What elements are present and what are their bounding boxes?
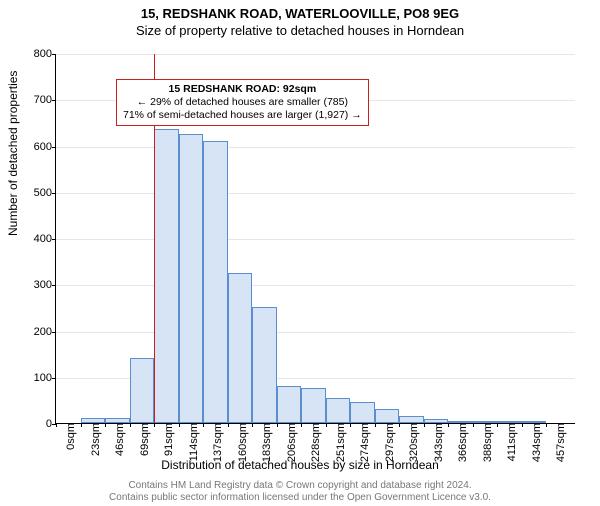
xtick-label: 228sqm bbox=[304, 423, 322, 462]
ytick-label: 400 bbox=[34, 233, 56, 245]
gridline bbox=[56, 332, 575, 333]
callout-line-1: 15 REDSHANK ROAD: 92sqm bbox=[123, 83, 362, 96]
page-title: 15, REDSHANK ROAD, WATERLOOVILLE, PO8 9E… bbox=[0, 6, 600, 21]
xtick-label: 137sqm bbox=[206, 423, 224, 462]
xtick-mark bbox=[130, 423, 131, 427]
ytick-label: 0 bbox=[46, 418, 56, 430]
xtick-label: 411sqm bbox=[500, 423, 518, 461]
histogram-bar bbox=[277, 386, 302, 423]
xtick-label: 0sqm bbox=[59, 423, 77, 450]
gridline bbox=[56, 239, 575, 240]
gridline bbox=[56, 147, 575, 148]
chart-area: 01002003004005006007008000sqm23sqm46sqm6… bbox=[55, 54, 575, 424]
xtick-label: 160sqm bbox=[231, 423, 249, 462]
xtick-mark bbox=[56, 423, 57, 427]
xtick-mark bbox=[277, 423, 278, 427]
footer-line-1: Contains HM Land Registry data © Crown c… bbox=[0, 480, 600, 492]
xtick-mark bbox=[179, 423, 180, 427]
xtick-label: 297sqm bbox=[378, 423, 396, 462]
xtick-label: 114sqm bbox=[182, 423, 200, 461]
xtick-label: 183sqm bbox=[255, 423, 273, 462]
gridline bbox=[56, 54, 575, 55]
histogram-bar bbox=[228, 273, 253, 423]
callout-line-3: 71% of semi-detached houses are larger (… bbox=[123, 109, 362, 122]
histogram-bar bbox=[375, 409, 400, 423]
xtick-mark bbox=[448, 423, 449, 427]
histogram-bar bbox=[399, 416, 424, 423]
gridline bbox=[56, 193, 575, 194]
xtick-mark bbox=[473, 423, 474, 427]
footer-credits: Contains HM Land Registry data © Crown c… bbox=[0, 480, 600, 504]
histogram-bar bbox=[350, 402, 375, 423]
gridline bbox=[56, 285, 575, 286]
xtick-mark bbox=[203, 423, 204, 427]
xtick-label: 274sqm bbox=[353, 423, 371, 462]
xtick-mark bbox=[546, 423, 547, 427]
xtick-mark bbox=[326, 423, 327, 427]
ytick-label: 800 bbox=[34, 48, 56, 60]
xtick-label: 457sqm bbox=[549, 423, 567, 462]
histogram-bar bbox=[326, 398, 351, 423]
page-subtitle: Size of property relative to detached ho… bbox=[0, 23, 600, 38]
xtick-label: 343sqm bbox=[427, 423, 445, 462]
callout-line-2: ← 29% of detached houses are smaller (78… bbox=[123, 96, 362, 109]
xtick-mark bbox=[375, 423, 376, 427]
xtick-mark bbox=[252, 423, 253, 427]
ytick-label: 600 bbox=[34, 141, 56, 153]
callout-box: 15 REDSHANK ROAD: 92sqm← 29% of detached… bbox=[116, 79, 369, 126]
ytick-label: 500 bbox=[34, 187, 56, 199]
xtick-label: 388sqm bbox=[476, 423, 494, 462]
xtick-label: 23sqm bbox=[84, 423, 102, 456]
xtick-label: 251sqm bbox=[329, 423, 347, 462]
xtick-mark bbox=[522, 423, 523, 427]
xtick-mark bbox=[105, 423, 106, 427]
xtick-mark bbox=[497, 423, 498, 427]
xtick-label: 69sqm bbox=[133, 423, 151, 456]
ytick-label: 200 bbox=[34, 326, 56, 338]
y-axis-label: Number of detached properties bbox=[6, 71, 20, 236]
xtick-label: 320sqm bbox=[402, 423, 420, 462]
xtick-mark bbox=[350, 423, 351, 427]
xtick-label: 46sqm bbox=[108, 423, 126, 456]
xtick-label: 366sqm bbox=[451, 423, 469, 462]
xtick-mark bbox=[228, 423, 229, 427]
footer-line-2: Contains public sector information licen… bbox=[0, 492, 600, 504]
ytick-label: 300 bbox=[34, 279, 56, 291]
histogram-bar bbox=[252, 307, 277, 423]
histogram-plot: 01002003004005006007008000sqm23sqm46sqm6… bbox=[55, 54, 575, 424]
histogram-bar bbox=[179, 134, 204, 423]
xtick-label: 434sqm bbox=[525, 423, 543, 462]
x-axis-label: Distribution of detached houses by size … bbox=[0, 458, 600, 472]
xtick-mark bbox=[399, 423, 400, 427]
xtick-mark bbox=[301, 423, 302, 427]
xtick-mark bbox=[154, 423, 155, 427]
xtick-label: 91sqm bbox=[157, 423, 175, 456]
xtick-mark bbox=[81, 423, 82, 427]
histogram-bar bbox=[130, 358, 155, 423]
ytick-label: 700 bbox=[34, 94, 56, 106]
histogram-bar bbox=[301, 388, 326, 423]
histogram-bar bbox=[203, 141, 228, 423]
histogram-bar bbox=[154, 129, 179, 423]
xtick-mark bbox=[424, 423, 425, 427]
xtick-label: 206sqm bbox=[280, 423, 298, 462]
ytick-label: 100 bbox=[34, 372, 56, 384]
